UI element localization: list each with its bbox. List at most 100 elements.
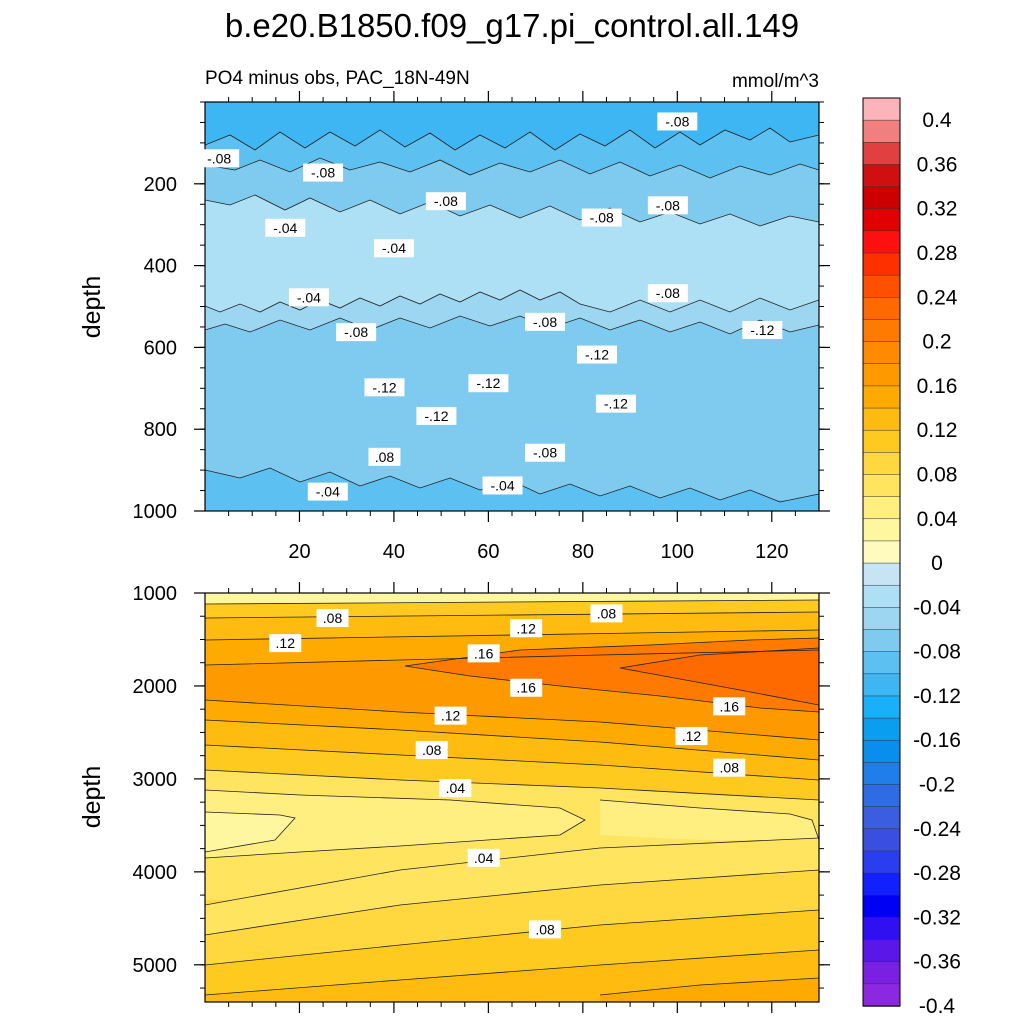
x-tick-label: 40 bbox=[383, 541, 405, 563]
contour-label: -.04 bbox=[307, 482, 348, 501]
contour-label-text: -.08 bbox=[533, 445, 557, 461]
colorbar-swatch bbox=[862, 673, 901, 697]
bottom-contour-labels: .12 .08 .08 .12 .16 .16 .12 .16 .12 .08 .08 .04 .04.… bbox=[269, 604, 746, 939]
contour-label: .12 bbox=[675, 727, 708, 746]
contour-label-bg bbox=[368, 447, 401, 466]
bottom-y-ticks: 1000 2000 3000 4000 5000 bbox=[133, 583, 830, 989]
contour-label-text: -.08 bbox=[656, 197, 680, 213]
bottom-panel-field bbox=[205, 593, 819, 1002]
contour-label-text: -.04 bbox=[273, 220, 297, 236]
subtitle-units: mmol/m^3 bbox=[732, 71, 819, 92]
contour-label-bg bbox=[525, 312, 566, 331]
colorbar-label: 0.24 bbox=[917, 286, 958, 309]
top-band-mid-light bbox=[205, 290, 819, 334]
colorbar-swatch bbox=[862, 142, 901, 166]
contour-label: -.08 bbox=[303, 163, 344, 182]
contour-label-text: .08 bbox=[375, 449, 395, 465]
contour-label-text: .08 bbox=[323, 610, 343, 626]
contour-label-bg bbox=[742, 321, 783, 340]
top-x-ticks: 20 40 60 80 100 120 bbox=[228, 91, 796, 563]
contour-label-bg bbox=[316, 609, 349, 628]
colorbar-label: -0.2 bbox=[919, 774, 955, 797]
bottom-band-3 bbox=[205, 630, 819, 665]
colorbar-swatch bbox=[862, 917, 901, 941]
contour-label-bg bbox=[510, 619, 543, 638]
colorbar-swatch bbox=[862, 629, 901, 653]
contour-label-bg bbox=[468, 374, 509, 393]
y-tick-label: 5000 bbox=[133, 955, 178, 977]
contour-label: .08 bbox=[529, 920, 562, 939]
colorbar-label: -0.16 bbox=[913, 729, 961, 752]
colorbar-swatch bbox=[862, 562, 901, 586]
contour-label: -.08 bbox=[336, 323, 377, 342]
contour-label-text: .12 bbox=[441, 708, 461, 724]
contour-label-bg bbox=[364, 378, 405, 397]
contour-label-bg bbox=[590, 604, 623, 623]
x-tick-label: 120 bbox=[755, 541, 788, 563]
colorbar-swatch bbox=[862, 961, 901, 985]
contour-label: .16 bbox=[510, 678, 543, 697]
contour-label-text: -.08 bbox=[533, 314, 557, 330]
contour-label: -.08 bbox=[525, 312, 566, 331]
colorbar-label: 0.4 bbox=[922, 109, 952, 132]
contour-label-bg bbox=[482, 476, 523, 495]
bottom-band-5 bbox=[205, 700, 819, 760]
colorbar-swatch bbox=[862, 584, 901, 609]
contour-label-bg bbox=[373, 239, 414, 258]
contour-label-text: .04 bbox=[446, 780, 466, 796]
contour-label-bg bbox=[303, 163, 344, 182]
contour-label-text: .16 bbox=[516, 680, 536, 696]
contour-label: -.12 bbox=[595, 394, 636, 413]
y-tick-label: 4000 bbox=[133, 862, 178, 884]
bottom-x-ticks bbox=[228, 582, 796, 1013]
contour-label-text: .08 bbox=[535, 921, 555, 937]
contour-label-bg bbox=[336, 323, 377, 342]
contour-label-text: -.08 bbox=[656, 285, 680, 301]
contour-label-bg bbox=[288, 288, 329, 307]
colorbar-swatch bbox=[862, 717, 901, 741]
x-tick-label: 60 bbox=[477, 541, 499, 563]
bottom-band-11 bbox=[205, 812, 295, 852]
colorbar-swatch bbox=[862, 252, 901, 276]
contour-label: -.08 bbox=[425, 192, 466, 211]
colorbar-swatch bbox=[862, 784, 901, 808]
contour-label-text: -.12 bbox=[476, 375, 500, 391]
colorbar-label: -0.32 bbox=[913, 906, 961, 929]
y-tick-label: 1000 bbox=[133, 583, 178, 605]
colorbar-label: 0.16 bbox=[917, 375, 958, 398]
top-y-ticks: 200 400 600 800 1000 bbox=[133, 101, 830, 523]
colorbar-swatch bbox=[862, 97, 901, 121]
contour-label-bg bbox=[439, 779, 472, 798]
contour-label-text: .16 bbox=[720, 698, 740, 714]
y-tick-label: 3000 bbox=[133, 769, 178, 791]
contour-label: -.12 bbox=[468, 374, 509, 393]
contour-label-bg bbox=[425, 192, 466, 211]
colorbar-swatch bbox=[862, 939, 901, 963]
contour-label-text: .08 bbox=[720, 760, 740, 776]
contour-label-bg bbox=[675, 727, 708, 746]
bottom-band-9 bbox=[205, 790, 585, 858]
colorbar-swatch bbox=[862, 762, 901, 786]
contour-label: -.12 bbox=[742, 321, 783, 340]
colorbar-swatch bbox=[862, 319, 901, 343]
contour-label-bg bbox=[577, 345, 618, 364]
contour-label: .16 bbox=[713, 697, 746, 716]
contour-label: .08 bbox=[590, 604, 623, 623]
contour-label: -.04 bbox=[288, 288, 329, 307]
bottom-panel: 1000 2000 3000 4000 5000 depth .12 .08 .08 .12.… bbox=[78, 582, 830, 1013]
contour-label: -.08 bbox=[647, 284, 688, 303]
contour-label: -.04 bbox=[373, 239, 414, 258]
colorbar-label: -0.4 bbox=[919, 995, 956, 1018]
contour-label-text: .04 bbox=[474, 850, 494, 866]
top-panel: 200 400 600 800 1000 20 40 60 80 100 120 depth -.… bbox=[78, 91, 830, 563]
contour-label-text: -.12 bbox=[424, 408, 448, 424]
subtitle-left: PO4 minus obs, PAC_18N-49N bbox=[205, 68, 470, 89]
colorbar-swatch bbox=[862, 274, 901, 299]
colorbar-label: 0.12 bbox=[917, 419, 958, 442]
colorbar-label: -0.36 bbox=[913, 951, 961, 974]
contour-label-bg bbox=[199, 149, 240, 168]
bottom-band-10 bbox=[600, 800, 819, 840]
top-band-shallow-light bbox=[205, 195, 819, 312]
colorbar-label: 0.08 bbox=[917, 463, 958, 486]
